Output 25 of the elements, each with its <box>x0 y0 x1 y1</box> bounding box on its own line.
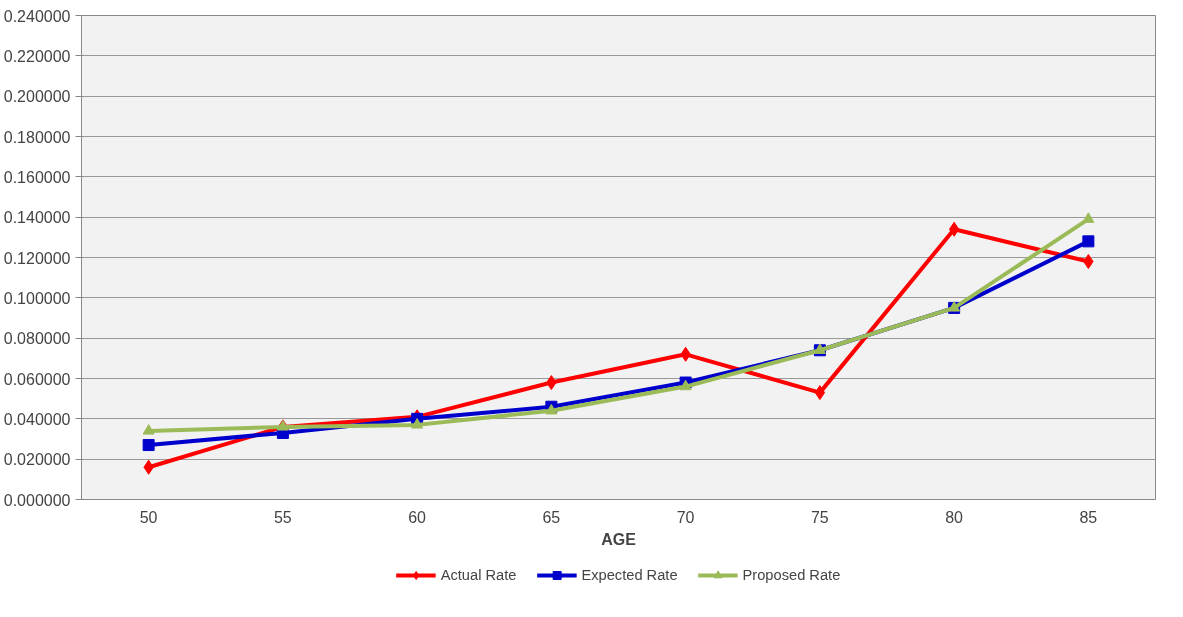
y-tick-label: 0.240000 <box>3 7 71 25</box>
x-tick-label: 75 <box>810 508 829 526</box>
legend-label: Proposed Rate <box>742 567 841 583</box>
legend-label: Actual Rate <box>440 567 517 583</box>
legend-label: Expected Rate <box>581 567 678 583</box>
x-tick-label: 60 <box>408 508 427 526</box>
y-tick-label: 0.220000 <box>3 47 71 65</box>
x-tick-label: 65 <box>542 508 561 526</box>
x-tick-label: 80 <box>945 508 964 526</box>
y-tick-label: 0.020000 <box>3 451 71 469</box>
y-tick-label: 0.080000 <box>3 330 71 348</box>
x-tick-label: 55 <box>273 508 292 526</box>
y-tick-label: 0.120000 <box>3 249 71 267</box>
y-tick-label: 0.180000 <box>3 128 71 146</box>
y-tick-label: 0.100000 <box>3 289 71 307</box>
y-tick-label: 0.000000 <box>3 491 71 509</box>
x-axis-title: AGE <box>601 530 637 548</box>
y-tick-label: 0.140000 <box>3 209 71 227</box>
y-tick-label: 0.200000 <box>3 88 71 106</box>
x-tick-label: 70 <box>676 508 695 526</box>
x-tick-label: 85 <box>1079 508 1098 526</box>
y-tick-label: 0.160000 <box>3 168 71 186</box>
x-tick-label: 50 <box>139 508 158 526</box>
y-tick-label: 0.060000 <box>3 370 71 388</box>
y-tick-label: 0.040000 <box>3 410 71 428</box>
